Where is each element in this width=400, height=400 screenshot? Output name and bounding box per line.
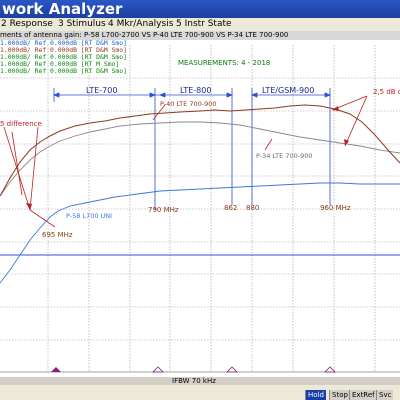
trace-line-3[interactable]: 1.000dB/ Ref 0.000dB [RT D&M Smo] [0,53,127,61]
trace-p34 [0,121,400,197]
band-label-lte-800: LTE-800 [180,86,212,95]
freq-marker-695: 695 MHz [42,231,73,239]
annotation-p58: P-58 L700 UNI [66,212,113,220]
freq-marker-960: 960 MHz [320,204,351,212]
ifbw-label: IFBW 70 kHz [172,377,216,385]
trace-line-2[interactable]: 1.000dB/ Ref 0.000dB [RT D&M Smo] [0,46,127,54]
annotation-arrows [3,95,368,228]
band-label-lte-700: LTE-700 [86,86,118,95]
svc-button[interactable]: Svc [376,390,394,400]
extref-button[interactable]: ExtRef [349,390,377,400]
trace-legend: 1.000dB/ Ref 0.000dB [RT D&M Smo] 1.000d… [0,40,127,75]
annotation-db: 2,5 dB d [373,88,400,96]
menu-stimulus[interactable]: 3 Stimulus [58,19,106,29]
measurements-label: MEASUREMENTS: 4 - 2018 [178,59,271,67]
freq-marker-790: 790 MHz [148,206,179,214]
band-lte-700 [52,88,157,210]
freq-marker-880: 880 [246,204,260,212]
annotation-p34: P-34 LTE 700-900 [256,152,313,160]
trace-line-1[interactable]: 1.000dB/ Ref 0.000dB [RT D&M Smo] [0,39,127,47]
band-label-lte-gsm-900: LTE/GSM-900 [262,86,315,95]
stop-button[interactable]: Stop [329,390,350,400]
grid [0,45,400,372]
trace-line-5[interactable]: 1.000dB/ Ref 0.000dB [RT D&M Smo] [0,67,127,75]
chart-title: ments of antenna gain: P-58 L700-2700 VS… [0,31,400,40]
trace-p40 [0,104,400,197]
menu-instr-state[interactable]: 5 Instr State [176,19,232,29]
menu-mkr-analysis[interactable]: 4 Mkr/Analysis [108,19,174,29]
band-lte-800 [155,88,234,205]
annotation-difference: 5 difference [0,120,42,128]
annotation-arrowheads [26,106,349,210]
window-title-bar: work Analyzer [0,0,400,18]
trace-line-4[interactable]: 1.000dB/ Ref 0.000dB [RT M Smo] [0,60,120,68]
freq-marker-862: 862 [224,204,238,212]
ifbw-bar: IFBW 70 kHz [0,377,400,385]
annotation-p40: P-40 LTE 700-900 [160,100,217,108]
hold-button[interactable]: Hold [305,390,326,400]
window-title: work Analyzer [2,0,123,18]
menu-response[interactable]: 2 Response [1,19,53,29]
bottom-marker-row [51,366,336,373]
trace-p58 [0,182,400,284]
